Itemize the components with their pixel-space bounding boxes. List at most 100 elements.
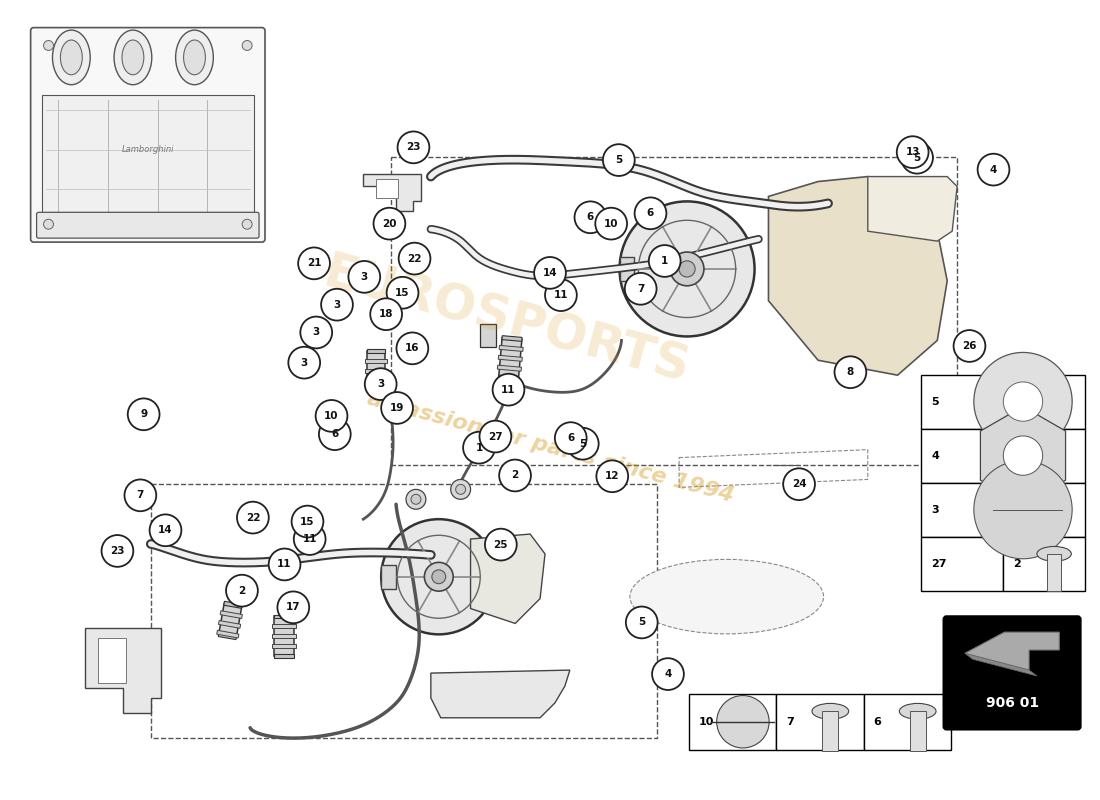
Bar bbox=[497, 365, 521, 371]
Bar bbox=[498, 338, 521, 379]
Text: 13: 13 bbox=[905, 147, 920, 157]
Circle shape bbox=[603, 144, 635, 176]
Circle shape bbox=[635, 198, 667, 229]
FancyBboxPatch shape bbox=[382, 565, 396, 589]
Circle shape bbox=[626, 606, 658, 638]
Text: 3: 3 bbox=[361, 272, 367, 282]
FancyBboxPatch shape bbox=[31, 28, 265, 242]
Circle shape bbox=[670, 252, 704, 286]
Circle shape bbox=[124, 479, 156, 511]
Circle shape bbox=[294, 523, 326, 555]
Bar bbox=[922, 537, 1003, 590]
Circle shape bbox=[277, 591, 309, 623]
Ellipse shape bbox=[122, 40, 144, 74]
Bar bbox=[217, 630, 239, 638]
Text: 10: 10 bbox=[698, 717, 714, 726]
Circle shape bbox=[396, 333, 428, 364]
Text: 4: 4 bbox=[932, 450, 939, 461]
Polygon shape bbox=[965, 632, 1059, 670]
Polygon shape bbox=[471, 534, 544, 623]
Bar bbox=[922, 482, 1086, 537]
Ellipse shape bbox=[114, 30, 152, 85]
Text: 5: 5 bbox=[932, 397, 939, 406]
Text: 5: 5 bbox=[913, 153, 921, 162]
Circle shape bbox=[406, 490, 426, 510]
Text: 1: 1 bbox=[475, 442, 483, 453]
Bar bbox=[274, 614, 294, 618]
Bar bbox=[219, 621, 241, 628]
Circle shape bbox=[974, 461, 1072, 558]
Text: 3: 3 bbox=[300, 358, 308, 368]
Bar bbox=[274, 617, 294, 656]
Text: 16: 16 bbox=[405, 343, 419, 354]
Bar bbox=[498, 375, 518, 381]
Circle shape bbox=[619, 202, 755, 337]
Polygon shape bbox=[86, 629, 161, 713]
Bar bbox=[365, 378, 387, 382]
Circle shape bbox=[595, 208, 627, 239]
Text: 18: 18 bbox=[378, 309, 394, 319]
Circle shape bbox=[1003, 382, 1043, 422]
Text: 5: 5 bbox=[579, 438, 586, 449]
Polygon shape bbox=[363, 174, 421, 211]
Circle shape bbox=[566, 428, 598, 459]
Circle shape bbox=[298, 247, 330, 279]
Circle shape bbox=[386, 277, 418, 309]
Circle shape bbox=[480, 421, 512, 453]
Text: 6: 6 bbox=[568, 433, 574, 443]
Circle shape bbox=[398, 242, 430, 274]
Ellipse shape bbox=[900, 703, 936, 719]
Bar bbox=[218, 633, 236, 640]
Text: 15: 15 bbox=[395, 288, 410, 298]
Bar bbox=[367, 384, 385, 387]
Text: 6: 6 bbox=[331, 429, 339, 439]
Circle shape bbox=[1003, 436, 1043, 475]
Circle shape bbox=[236, 502, 268, 534]
Text: 14: 14 bbox=[158, 526, 173, 535]
Circle shape bbox=[374, 208, 405, 239]
Text: 11: 11 bbox=[502, 385, 516, 394]
Bar bbox=[689, 694, 777, 750]
Text: Lamborghini: Lamborghini bbox=[122, 146, 174, 154]
FancyBboxPatch shape bbox=[36, 212, 258, 238]
Circle shape bbox=[288, 346, 320, 378]
Text: 6: 6 bbox=[647, 208, 654, 218]
Text: 17: 17 bbox=[286, 602, 300, 612]
Circle shape bbox=[382, 519, 496, 634]
Bar bbox=[223, 602, 242, 608]
Circle shape bbox=[44, 219, 54, 229]
Bar bbox=[219, 603, 242, 638]
Ellipse shape bbox=[176, 30, 213, 85]
Bar bbox=[823, 711, 838, 750]
Circle shape bbox=[295, 532, 315, 552]
Circle shape bbox=[292, 506, 323, 538]
Circle shape bbox=[299, 537, 310, 547]
Text: 2: 2 bbox=[239, 586, 245, 596]
Text: 27: 27 bbox=[488, 431, 503, 442]
Circle shape bbox=[268, 549, 300, 580]
Bar bbox=[365, 358, 387, 362]
Bar bbox=[864, 694, 950, 750]
Circle shape bbox=[349, 261, 381, 293]
Bar bbox=[151, 485, 658, 738]
Bar bbox=[392, 157, 957, 465]
Bar bbox=[272, 644, 296, 648]
Circle shape bbox=[652, 658, 684, 690]
Polygon shape bbox=[980, 406, 1066, 505]
Bar bbox=[220, 610, 242, 618]
Text: 6: 6 bbox=[873, 717, 881, 726]
Circle shape bbox=[128, 398, 160, 430]
Text: 26: 26 bbox=[962, 341, 977, 351]
Text: 5: 5 bbox=[638, 618, 646, 627]
Text: 20: 20 bbox=[382, 218, 397, 229]
Bar bbox=[367, 351, 385, 386]
Circle shape bbox=[411, 494, 421, 504]
Bar bbox=[367, 349, 385, 353]
Circle shape bbox=[242, 219, 252, 229]
Text: 11: 11 bbox=[277, 559, 292, 570]
FancyBboxPatch shape bbox=[944, 616, 1080, 730]
Text: 24: 24 bbox=[792, 479, 806, 490]
Bar bbox=[272, 625, 296, 629]
Text: a passion for parts since 1994: a passion for parts since 1994 bbox=[364, 389, 736, 506]
Ellipse shape bbox=[60, 40, 82, 74]
